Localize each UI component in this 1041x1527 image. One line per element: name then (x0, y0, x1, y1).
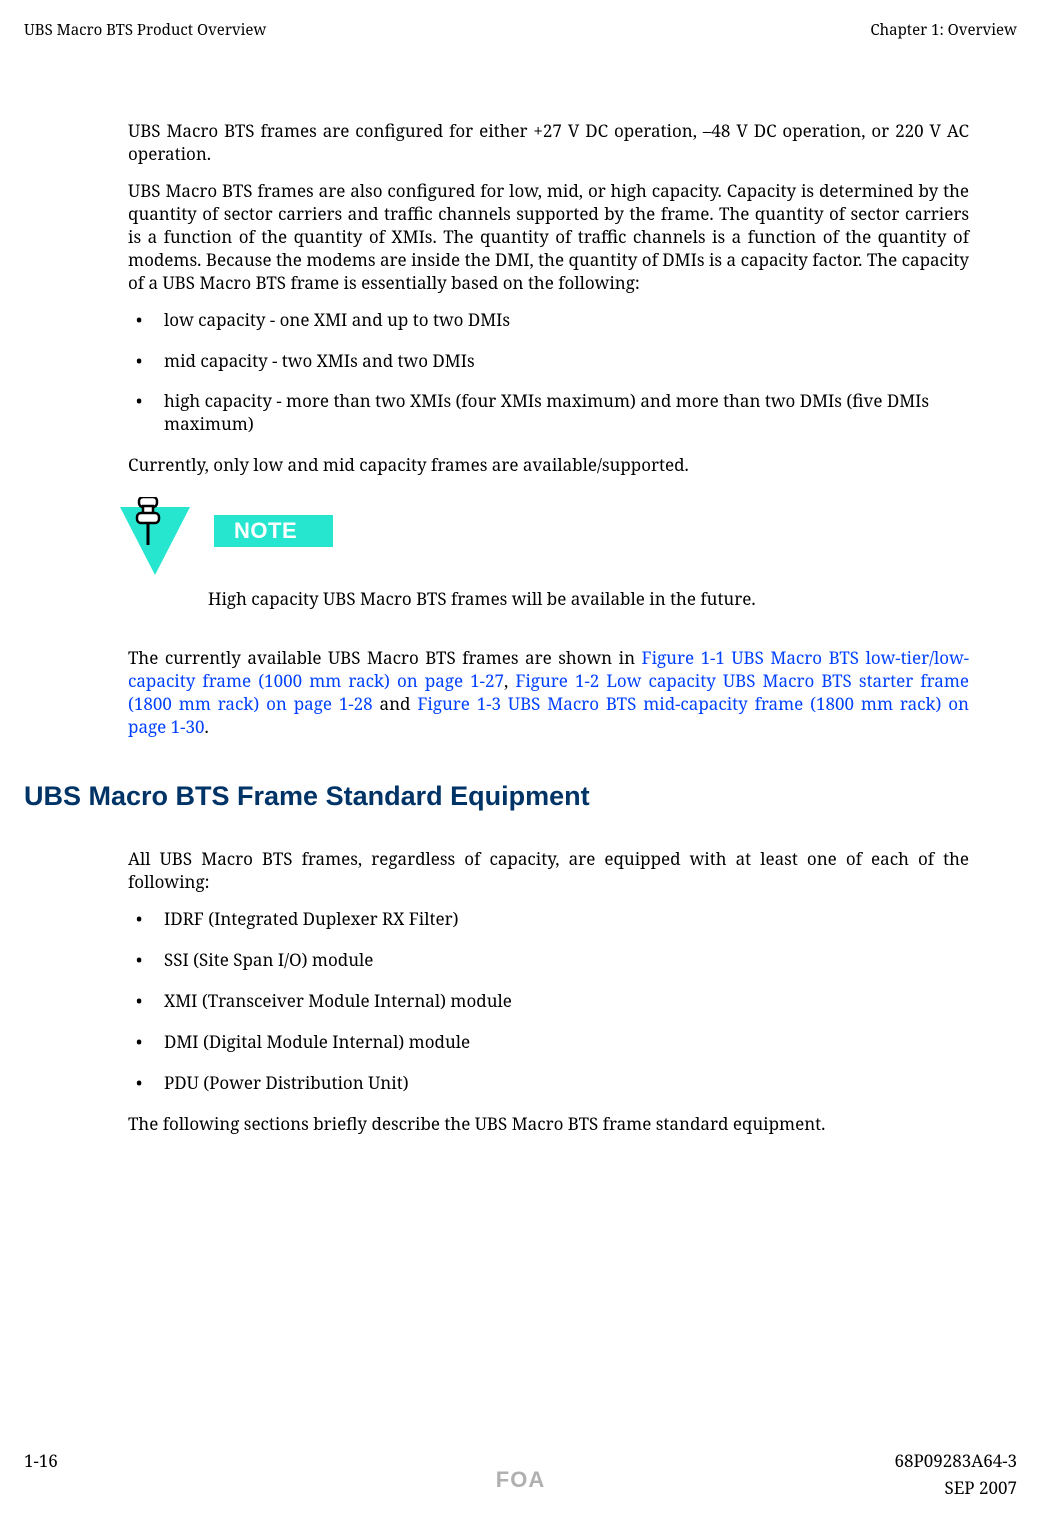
text-run: and (373, 692, 418, 715)
section-heading-standard-equipment: UBS Macro BTS Frame Standard Equipment (24, 781, 1017, 812)
text-run: The currently available UBS Macro BTS fr… (128, 646, 642, 669)
note-pin-icon (120, 497, 190, 582)
paragraph-following-sections: The following sections briefly describe … (128, 1113, 969, 1136)
equipment-list: IDRF (Integrated Duplexer RX Filter) SSI… (128, 908, 969, 1095)
text-run: . (204, 715, 208, 738)
note-block: NOTE High capacity UBS Macro BTS frames … (128, 497, 969, 617)
list-item: XMI (Transceiver Module Internal) module (128, 990, 969, 1013)
note-label: NOTE (214, 515, 333, 547)
paragraph-voltage: UBS Macro BTS frames are configured for … (128, 120, 969, 166)
paragraph-equipment-intro: All UBS Macro BTS frames, regardless of … (128, 848, 969, 894)
page-number: 1-16 (24, 1449, 58, 1472)
header-left: UBS Macro BTS Product Overview (24, 20, 266, 40)
list-item: high capacity - more than two XMIs (four… (128, 390, 969, 436)
list-item: DMI (Digital Module Internal) module (128, 1031, 969, 1054)
paragraph-currently: Currently, only low and mid capacity fra… (128, 454, 969, 477)
list-item: low capacity - one XMI and up to two DMI… (128, 309, 969, 332)
capacity-list: low capacity - one XMI and up to two DMI… (128, 309, 969, 437)
paragraph-figures: The currently available UBS Macro BTS fr… (128, 647, 969, 739)
list-item: IDRF (Integrated Duplexer RX Filter) (128, 908, 969, 931)
page-footer: 1-16 68P09283A64-3 SEP 2007 (24, 1449, 1017, 1499)
paragraph-capacity-intro: UBS Macro BTS frames are also configured… (128, 180, 969, 295)
document-number: 68P09283A64-3 (894, 1449, 1017, 1472)
header-right: Chapter 1: Overview (870, 20, 1017, 40)
list-item: mid capacity - two XMIs and two DMIs (128, 350, 969, 373)
note-text: High capacity UBS Macro BTS frames will … (208, 587, 969, 610)
footer-date: SEP 2007 (944, 1476, 1017, 1499)
text-run: , (504, 669, 515, 692)
list-item: PDU (Power Distribution Unit) (128, 1072, 969, 1095)
list-item: SSI (Site Span I/O) module (128, 949, 969, 972)
